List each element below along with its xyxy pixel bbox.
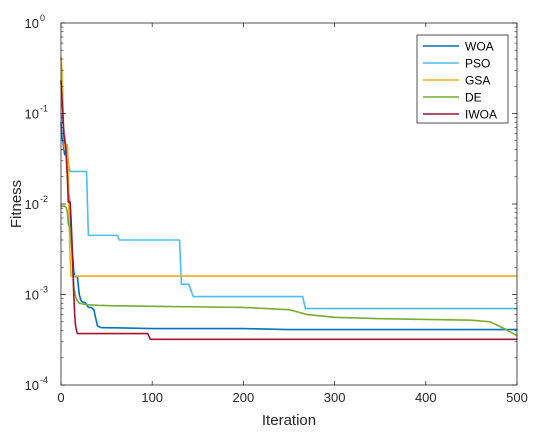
y-tick-exponent: -1 bbox=[40, 104, 48, 114]
y-tick-label: 10 bbox=[25, 197, 39, 212]
x-axis-title: Iteration bbox=[262, 412, 316, 429]
y-tick-exponent: -4 bbox=[40, 375, 48, 385]
y-tick-exponent: -2 bbox=[40, 194, 48, 204]
y-tick-label: 10 bbox=[25, 16, 39, 31]
y-tick-base: 10 bbox=[25, 288, 39, 303]
series-line-iwoa bbox=[60, 79, 518, 341]
x-tick-label: 300 bbox=[324, 390, 346, 405]
series-layer bbox=[60, 56, 518, 341]
legend-label-gsa: GSA bbox=[465, 74, 490, 88]
y-tick-label: 10 bbox=[25, 107, 39, 122]
y-tick-label: 10 bbox=[25, 288, 39, 303]
y-tick-base: 10 bbox=[25, 378, 39, 393]
legend-label-iwoa: IWOA bbox=[465, 108, 497, 122]
legend-label-pso: PSO bbox=[465, 57, 490, 71]
y-tick-label: 10 bbox=[25, 378, 39, 393]
y-tick-base: 10 bbox=[25, 197, 39, 212]
y-tick-exponent: 0 bbox=[40, 13, 45, 23]
y-tick-base: 10 bbox=[25, 107, 39, 122]
legend-label-de: DE bbox=[465, 91, 482, 105]
x-tick-label: 100 bbox=[141, 390, 163, 405]
legend-box bbox=[416, 34, 509, 124]
x-tick-label: 200 bbox=[233, 390, 255, 405]
y-tick-base: 10 bbox=[25, 16, 39, 31]
x-tick-label: 0 bbox=[57, 390, 64, 405]
series-line-de bbox=[60, 205, 518, 337]
y-tick-exponent: -3 bbox=[40, 285, 48, 295]
legend: WOA PSO GSA DE IWOA bbox=[416, 34, 509, 124]
y-axis-title: Fitness bbox=[8, 180, 25, 228]
legend-label-woa: WOA bbox=[465, 40, 494, 54]
x-tick-label: 500 bbox=[506, 390, 528, 405]
x-tick-label: 400 bbox=[415, 390, 437, 405]
x-axis: 0 100 200 300 400 500 bbox=[57, 23, 528, 405]
